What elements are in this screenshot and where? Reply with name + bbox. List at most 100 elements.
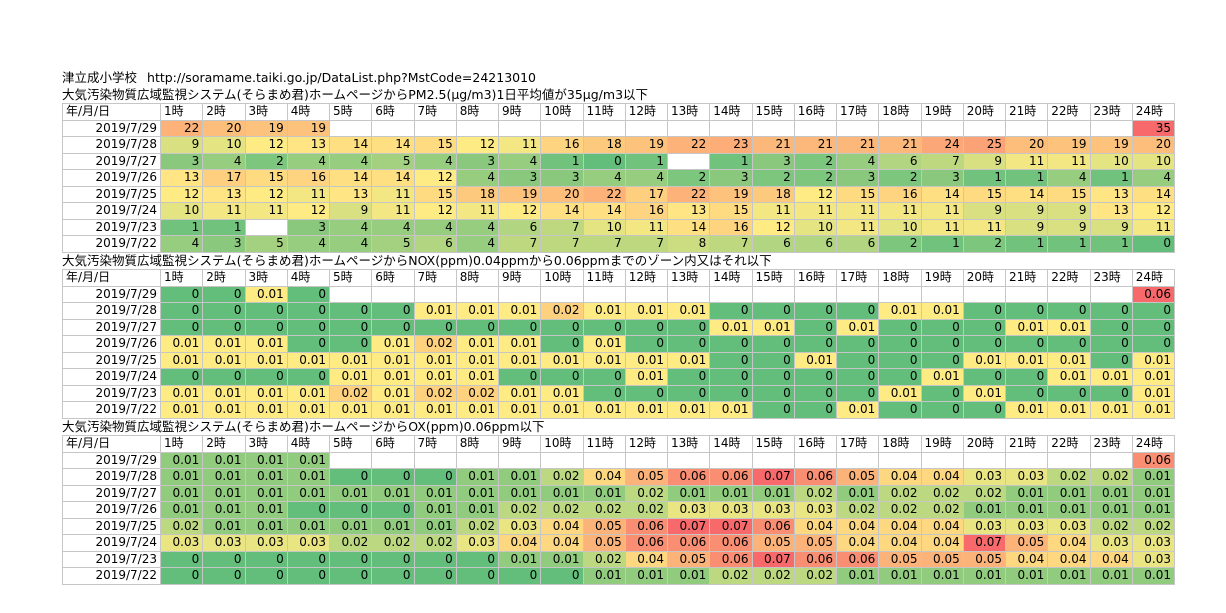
value-cell[interactable]: 0.02 xyxy=(371,534,415,552)
value-cell[interactable]: 9 xyxy=(962,152,1007,170)
value-cell[interactable]: 0.03 xyxy=(497,517,542,535)
value-cell[interactable]: 0 xyxy=(878,368,922,386)
value-cell[interactable]: 0.01 xyxy=(497,484,542,502)
value-cell[interactable]: 9 xyxy=(1089,218,1133,236)
value-cell[interactable]: 6 xyxy=(878,152,922,170)
value-cell[interactable]: 0 xyxy=(1131,335,1176,353)
value-cell[interactable]: 0 xyxy=(666,368,711,386)
value-cell[interactable]: 12 xyxy=(413,202,457,220)
value-cell[interactable]: 0 xyxy=(835,335,880,353)
value-cell[interactable]: 12 xyxy=(159,185,204,203)
value-cell[interactable]: 0.01 xyxy=(244,501,288,519)
value-cell[interactable]: 0.01 xyxy=(540,484,584,502)
value-cell[interactable]: 0.01 xyxy=(328,401,373,419)
value-cell[interactable]: 7 xyxy=(540,235,584,253)
value-cell[interactable]: 0.07 xyxy=(709,517,753,535)
value-cell[interactable]: 5 xyxy=(371,152,415,170)
value-cell[interactable]: 2 xyxy=(793,169,838,187)
value-cell[interactable]: 0.02 xyxy=(582,550,626,568)
value-cell[interactable]: 0 xyxy=(540,318,584,336)
value-cell[interactable]: 0 xyxy=(371,550,415,568)
value-cell[interactable]: 0.01 xyxy=(455,484,500,502)
value-cell[interactable]: 0 xyxy=(920,401,964,419)
value-cell[interactable]: 22 xyxy=(582,185,626,203)
value-cell[interactable]: 0.01 xyxy=(1047,351,1091,369)
value-cell[interactable]: 7 xyxy=(709,235,753,253)
value-cell[interactable]: 0.01 xyxy=(286,484,331,502)
value-cell[interactable]: 0 xyxy=(709,335,753,353)
value-cell[interactable] xyxy=(793,285,838,303)
value-cell[interactable]: 10 xyxy=(202,136,246,154)
value-cell[interactable]: 0.01 xyxy=(835,567,880,585)
value-cell[interactable] xyxy=(751,119,795,137)
value-cell[interactable]: 0.02 xyxy=(709,567,753,585)
value-cell[interactable]: 12 xyxy=(244,185,288,203)
value-cell[interactable]: 0.01 xyxy=(1089,484,1133,502)
value-cell[interactable]: 0 xyxy=(878,318,922,336)
value-cell[interactable]: 1 xyxy=(1004,169,1049,187)
value-cell[interactable]: 14 xyxy=(371,136,415,154)
value-cell[interactable]: 0.01 xyxy=(455,351,500,369)
value-cell[interactable] xyxy=(666,152,711,170)
value-cell[interactable]: 20 xyxy=(540,185,584,203)
value-cell[interactable]: 0.02 xyxy=(751,567,795,585)
value-cell[interactable] xyxy=(920,285,964,303)
value-cell[interactable]: 0.01 xyxy=(455,501,500,519)
value-cell[interactable]: 0.01 xyxy=(962,567,1007,585)
value-cell[interactable] xyxy=(835,451,880,469)
value-cell[interactable]: 0.06 xyxy=(624,534,669,552)
value-cell[interactable]: 0 xyxy=(751,351,795,369)
value-cell[interactable]: 9 xyxy=(1004,202,1049,220)
value-cell[interactable]: 0.02 xyxy=(878,484,922,502)
value-cell[interactable]: 4 xyxy=(455,169,500,187)
value-cell[interactable]: 0.01 xyxy=(159,484,204,502)
value-cell[interactable]: 19 xyxy=(1089,136,1133,154)
value-cell[interactable] xyxy=(413,285,457,303)
value-cell[interactable]: 10 xyxy=(793,218,838,236)
value-cell[interactable]: 0 xyxy=(286,285,331,303)
value-cell[interactable] xyxy=(582,285,626,303)
value-cell[interactable]: 0.02 xyxy=(835,501,880,519)
value-cell[interactable]: 0 xyxy=(371,318,415,336)
value-cell[interactable]: 0.01 xyxy=(624,401,669,419)
value-cell[interactable]: 0.07 xyxy=(666,517,711,535)
value-cell[interactable]: 0.01 xyxy=(159,384,204,402)
value-cell[interactable]: 0 xyxy=(709,368,753,386)
value-cell[interactable]: 0.01 xyxy=(497,302,542,320)
value-cell[interactable]: 0.01 xyxy=(878,567,922,585)
value-cell[interactable]: 0.02 xyxy=(328,534,373,552)
value-cell[interactable]: 0 xyxy=(920,384,964,402)
value-cell[interactable]: 15 xyxy=(835,185,880,203)
value-cell[interactable]: 0.01 xyxy=(202,401,246,419)
value-cell[interactable]: 0 xyxy=(244,318,288,336)
value-cell[interactable]: 10 xyxy=(159,202,204,220)
value-cell[interactable]: 0.01 xyxy=(793,351,838,369)
value-cell[interactable]: 0 xyxy=(582,368,626,386)
value-cell[interactable]: 0.01 xyxy=(540,401,584,419)
value-cell[interactable]: 4 xyxy=(286,235,331,253)
value-cell[interactable]: 0.01 xyxy=(709,318,753,336)
value-cell[interactable]: 12 xyxy=(413,169,457,187)
value-cell[interactable]: 3 xyxy=(497,169,542,187)
value-cell[interactable]: 0.01 xyxy=(582,302,626,320)
value-cell[interactable]: 0.01 xyxy=(202,501,246,519)
value-cell[interactable]: 10 xyxy=(582,218,626,236)
value-cell[interactable]: 0.02 xyxy=(624,484,669,502)
value-cell[interactable]: 13 xyxy=(1089,202,1133,220)
value-cell[interactable]: 0.01 xyxy=(624,351,669,369)
value-cell[interactable]: 20 xyxy=(1004,136,1049,154)
value-cell[interactable]: 0.02 xyxy=(793,484,838,502)
value-cell[interactable]: 0.01 xyxy=(582,484,626,502)
value-cell[interactable]: 11 xyxy=(244,202,288,220)
value-cell[interactable]: 13 xyxy=(1089,185,1133,203)
value-cell[interactable]: 0.01 xyxy=(202,384,246,402)
value-cell[interactable] xyxy=(962,119,1007,137)
value-cell[interactable]: 16 xyxy=(878,185,922,203)
value-cell[interactable]: 0 xyxy=(1004,335,1049,353)
value-cell[interactable]: 0 xyxy=(540,567,584,585)
value-cell[interactable]: 15 xyxy=(244,169,288,187)
value-cell[interactable]: 0.06 xyxy=(793,468,838,486)
value-cell[interactable]: 0 xyxy=(751,368,795,386)
value-cell[interactable]: 0 xyxy=(582,384,626,402)
value-cell[interactable]: 11 xyxy=(878,202,922,220)
